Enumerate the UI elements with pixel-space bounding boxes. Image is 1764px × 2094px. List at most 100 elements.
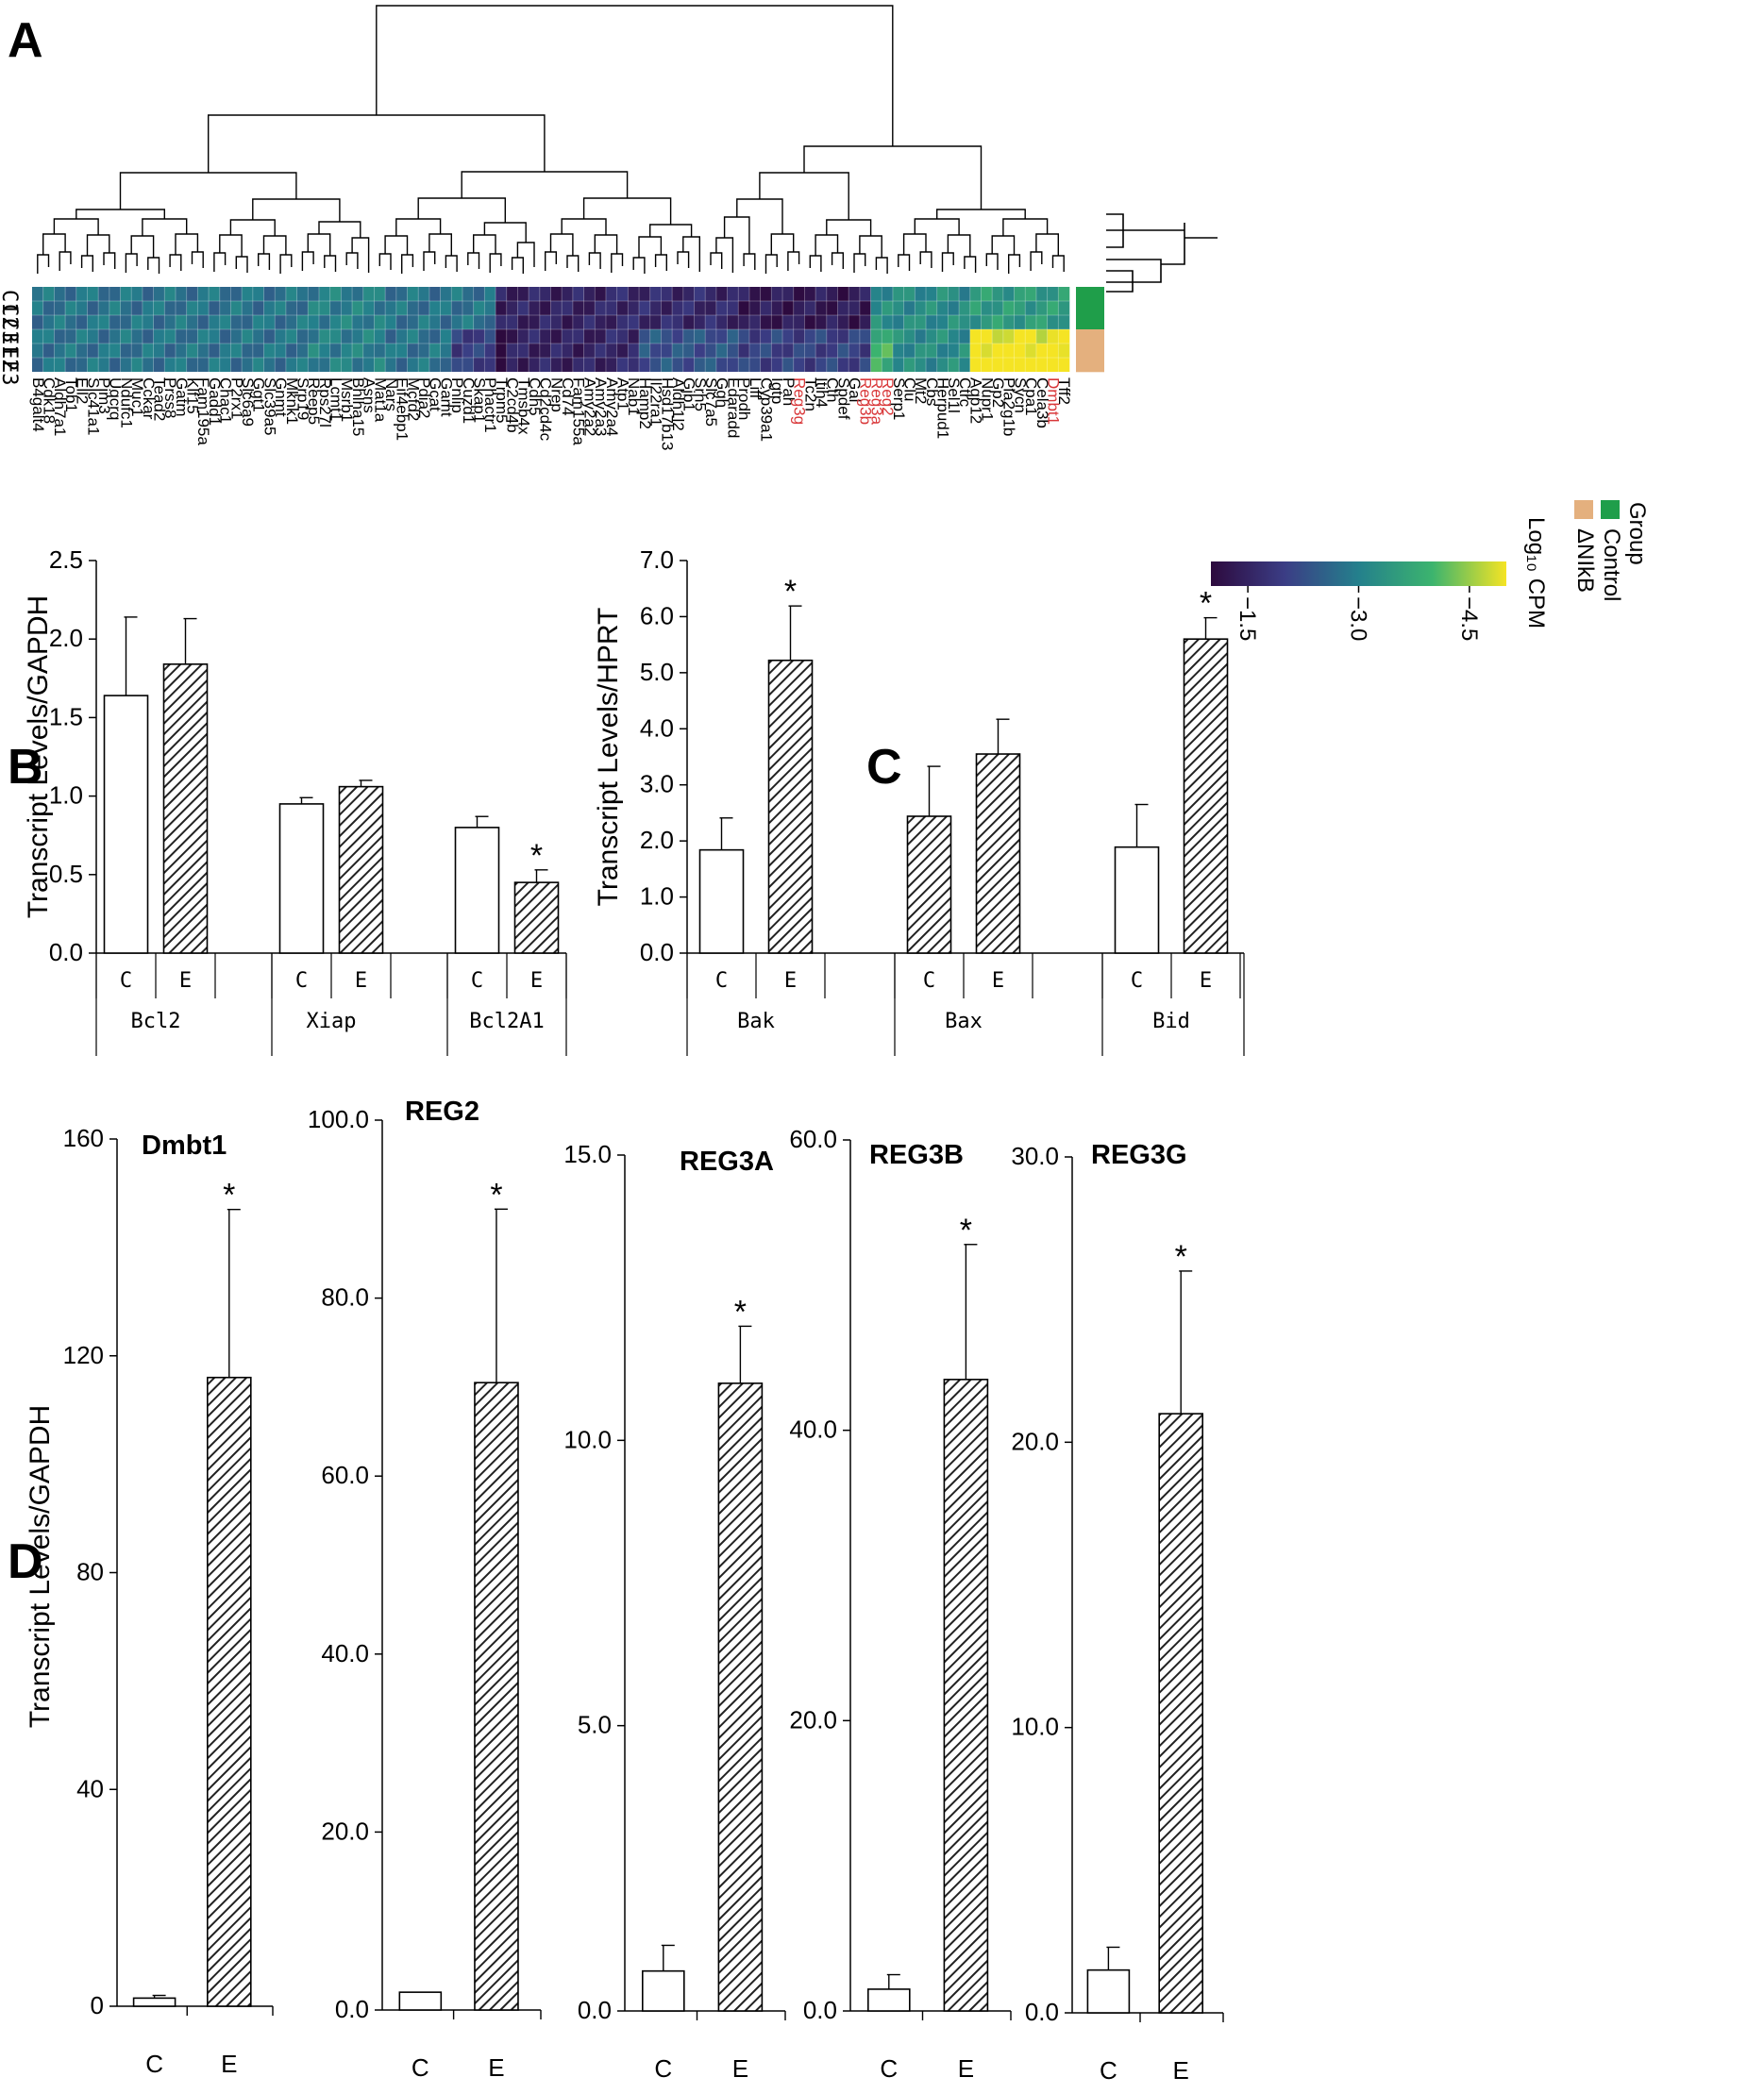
- heatmap-cell: [318, 343, 330, 358]
- heatmap-cell: [959, 315, 971, 329]
- gene-label: Herpud1: [934, 377, 952, 439]
- heatmap-cell: [605, 315, 617, 329]
- significance-star: *: [530, 838, 543, 874]
- heatmap-cell: [539, 329, 551, 343]
- y-tick-label: 15.0: [563, 1140, 612, 1168]
- gene-label: Aldh1l2: [669, 377, 687, 431]
- gene-label: Gcat: [427, 377, 445, 411]
- heatmap-cells: [32, 287, 1070, 372]
- heatmap-cell: [120, 301, 132, 315]
- heatmap-cell: [1047, 315, 1059, 329]
- heatmap-cell: [131, 343, 143, 358]
- dendrogram-branch: [919, 251, 932, 268]
- legend-swatch-control: [1601, 500, 1620, 519]
- heatmap-cell: [529, 329, 541, 343]
- heatmap-cell: [263, 329, 276, 343]
- heatmap-cell: [748, 358, 761, 372]
- gene-label: Asns: [361, 377, 378, 413]
- y-tick-label: 0: [91, 1991, 104, 2019]
- heatmap-cell: [870, 329, 882, 343]
- bar: [717, 1382, 764, 2012]
- heatmap-cell: [352, 358, 364, 372]
- heatmap-cell: [981, 358, 993, 372]
- row-dendrogram: [1106, 213, 1218, 293]
- heatmap-cell: [848, 301, 861, 315]
- dendrogram-branch: [1051, 255, 1065, 272]
- gene-label: Nab1: [625, 377, 643, 416]
- heatmap-cell: [572, 358, 584, 372]
- gene-label: Tff2: [1055, 377, 1073, 405]
- heatmap-cell: [892, 343, 904, 358]
- condition-label: C: [412, 2053, 429, 2082]
- heatmap-cell: [1025, 287, 1037, 301]
- heatmap-cell: [661, 358, 673, 372]
- dendrogram-branch: [964, 256, 977, 273]
- dendrogram-branch: [252, 198, 341, 222]
- heatmap-cell: [639, 343, 651, 358]
- dendrogram-branch: [715, 237, 734, 273]
- gene-label: P2rx1: [227, 377, 245, 419]
- heatmap-cell: [252, 329, 264, 343]
- heatmap-cell: [837, 287, 849, 301]
- heatmap-cell: [969, 301, 982, 315]
- heatmap-cell: [308, 329, 320, 343]
- dendrogram-branch: [875, 257, 888, 274]
- heatmap-cell: [628, 329, 640, 343]
- heatmap-cell: [197, 358, 210, 372]
- heatmap-cell: [550, 315, 563, 329]
- heatmap-cell: [595, 343, 607, 358]
- heatmap-cell: [318, 287, 330, 301]
- gene-label: Gadd1: [206, 377, 224, 426]
- y-tick-label: 7.0: [640, 545, 674, 574]
- heatmap-cell: [1025, 329, 1037, 343]
- heatmap-cell: [197, 343, 210, 358]
- dendrogram-branch: [632, 257, 646, 274]
- heatmap-cell: [517, 358, 529, 372]
- heatmap-cell: [649, 329, 662, 343]
- heatmap-cell: [1014, 315, 1026, 329]
- heatmap-cell: [352, 343, 364, 358]
- y-tick-label: 10.0: [1011, 1713, 1059, 1741]
- heatmap-cell: [639, 358, 651, 372]
- heatmap-cell: [263, 343, 276, 358]
- heatmap-cell: [54, 358, 66, 372]
- gene-label: Cd2cd4c: [537, 377, 555, 442]
- heatmap-cell: [715, 287, 728, 301]
- heatmap-cell: [1047, 343, 1059, 358]
- condition-label: E: [1200, 969, 1212, 993]
- heatmap-cell: [915, 315, 927, 329]
- dendrogram-branch: [682, 236, 700, 272]
- significance-star: *: [960, 1213, 972, 1248]
- heatmap-cell: [153, 287, 165, 301]
- heatmap-cell: [296, 343, 309, 358]
- heatmap-cell: [1058, 315, 1070, 329]
- heatmap-cell: [550, 329, 563, 343]
- y-tick-label: 20.0: [1011, 1427, 1059, 1455]
- heatmap-cell: [131, 287, 143, 301]
- heatmap-cell: [727, 315, 739, 329]
- heatmap-cell: [506, 301, 518, 315]
- heatmap-cell: [727, 301, 739, 315]
- heatmap-cell: [440, 329, 452, 343]
- heatmap-cell: [705, 301, 717, 315]
- heatmap-cell: [992, 301, 1004, 315]
- heatmap-cell: [915, 287, 927, 301]
- heatmap-cell: [892, 315, 904, 329]
- heatmap-cell: [682, 343, 695, 358]
- dendrogram-branch: [677, 251, 690, 268]
- gene-label: Reep5: [305, 377, 323, 425]
- heatmap-cell: [882, 358, 894, 372]
- y-tick-label: 60.0: [321, 1461, 369, 1489]
- heatmap-cell: [793, 315, 805, 329]
- dendrogram-branch: [743, 253, 756, 270]
- heatmap-cell: [219, 329, 231, 343]
- condition-label: C: [471, 969, 483, 993]
- heatmap-cell: [1058, 358, 1070, 372]
- gene-label: Chac1: [217, 377, 235, 424]
- bar: [943, 1379, 989, 2012]
- y-tick-label: 80: [76, 1558, 104, 1586]
- dendrogram-branch: [545, 251, 557, 271]
- heatmap-cell: [771, 287, 783, 301]
- heatmap-cell: [197, 287, 210, 301]
- heatmap-cell: [815, 315, 828, 329]
